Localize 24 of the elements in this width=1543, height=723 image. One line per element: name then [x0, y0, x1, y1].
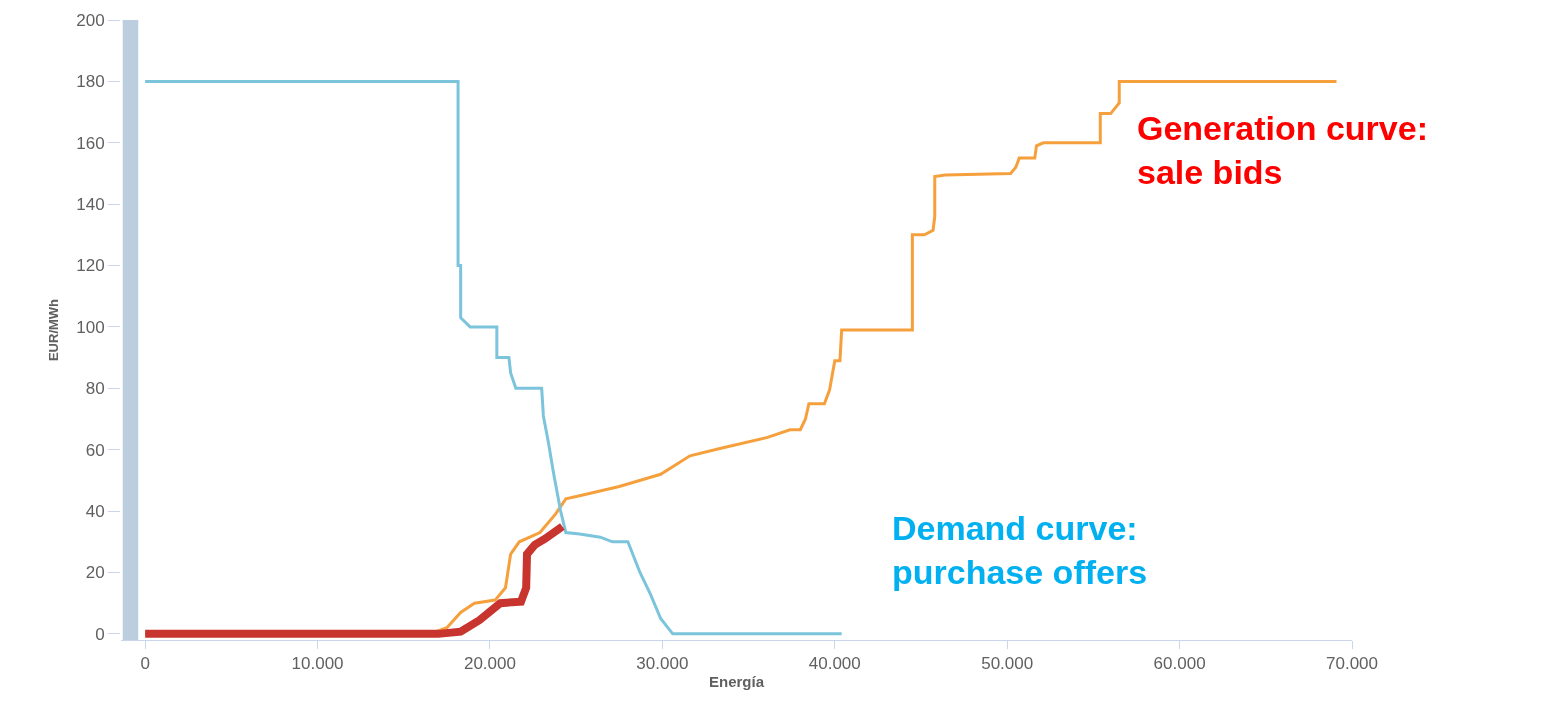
y-tick-label: 80 [85, 379, 105, 399]
x-tick-label: 20.000 [463, 654, 516, 674]
x-tick-label: 30.000 [636, 654, 689, 674]
y-tick-label: 100 [76, 317, 105, 337]
y-tick-label: 140 [76, 195, 105, 215]
x-tick-label: 60.000 [1153, 654, 1206, 674]
x-tick-label: 70.000 [1326, 654, 1378, 674]
x-tick-label: 40.000 [808, 654, 861, 674]
y-tick-label: 180 [76, 72, 105, 92]
y-tick-label: 0 [95, 624, 105, 644]
y-axis-title: EUR/MWh [46, 298, 62, 362]
x-tick-label: 0 [140, 654, 150, 674]
line-series [143, 79, 844, 636]
x-axis-title: Energía [708, 673, 765, 691]
y-tick-label: 20 [85, 563, 105, 583]
annotation: Demand curve: purchase offers [892, 509, 1148, 592]
y-tick-label: 200 [76, 10, 105, 30]
y-tick-label: 60 [85, 440, 105, 460]
y-tick-label: 120 [76, 256, 105, 276]
x-tick-label: 10.000 [291, 654, 344, 674]
annotation: Generation curve: sale bids [1137, 109, 1428, 192]
y-tick-label: 160 [76, 133, 105, 153]
x-tick-label: 50.000 [981, 654, 1034, 674]
y-tick-label: 40 [85, 502, 105, 522]
